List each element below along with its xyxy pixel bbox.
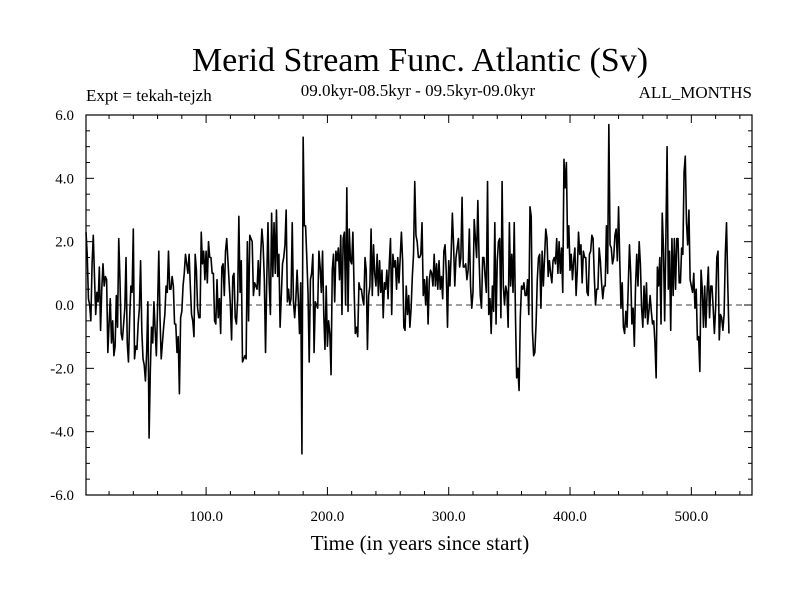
y-tick-label: 0.0 <box>55 298 74 314</box>
x-tick-label: 500.0 <box>674 509 708 525</box>
series-line-0 <box>85 123 730 455</box>
y-tick-label: 2.0 <box>55 235 74 251</box>
tick-labels-group: -6.0 -4.0 -2.0 0.0 2.0 4.0 6.0 100.0 200.0 300.0 4… <box>50 108 708 525</box>
chart-title: Merid Stream Func. Atlantic (Sv) <box>192 42 648 79</box>
y-tick-label: -2.0 <box>50 361 74 377</box>
x-tick-label: 200.0 <box>311 509 345 525</box>
axes-group <box>85 114 753 496</box>
x-tick-label: 300.0 <box>432 509 466 525</box>
y-tick-label: 4.0 <box>55 171 74 187</box>
series-group <box>85 123 730 455</box>
subtitle: 09.0kyr-08.5kyr - 09.5kyr-09.0kyr <box>301 81 536 100</box>
x-tick-label: 100.0 <box>189 509 223 525</box>
x-axis-label: Time (in years since start) <box>311 531 530 555</box>
x-tick-label: 400.0 <box>553 509 587 525</box>
right-label: ALL_MONTHS <box>639 83 752 102</box>
y-tick-label: 6.0 <box>55 108 74 124</box>
left-label: Expt = tekah-tejzh <box>86 86 212 105</box>
y-tick-label: -4.0 <box>50 425 74 441</box>
y-tick-label: -6.0 <box>50 488 74 504</box>
